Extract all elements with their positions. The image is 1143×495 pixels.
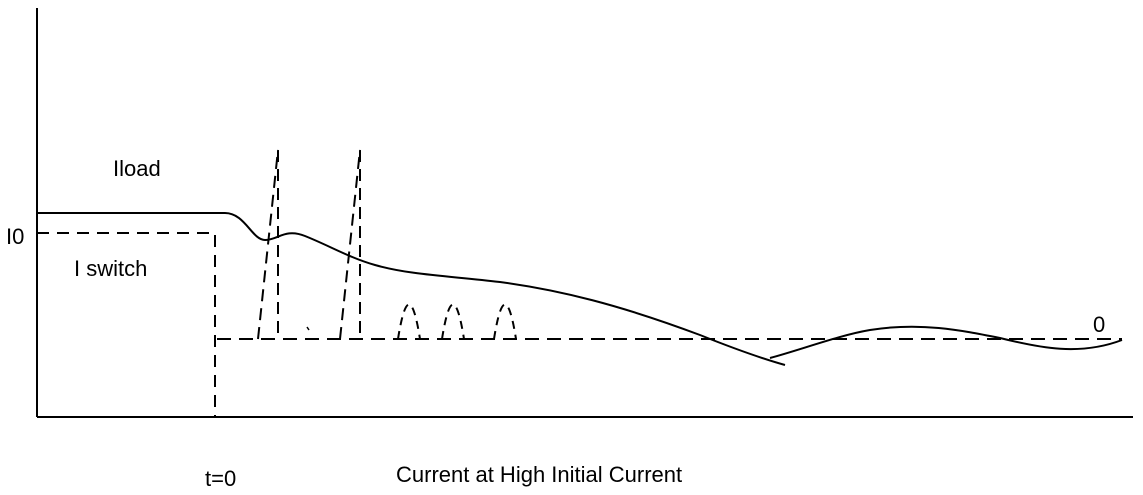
switch-current-spike-1: [257, 149, 279, 340]
switch-current-ripple-2: [441, 303, 465, 340]
time-zero-label: t=0: [205, 466, 237, 491]
switch-current-ripple-3: [493, 303, 517, 340]
initial-current-label: I0: [6, 224, 25, 249]
load-current-label: Iload: [113, 156, 161, 181]
switch-current-ripple-1: [397, 303, 421, 340]
load-current-line: [37, 212, 1123, 366]
switch-current-label: I switch: [74, 256, 148, 281]
small-mark: [306, 326, 310, 331]
zero-level-label: 0: [1093, 312, 1106, 337]
figure-caption: Current at High Initial Current: [396, 462, 683, 487]
switch-current-spike-2: [339, 149, 361, 340]
switch-current-initial-line: [37, 232, 216, 417]
